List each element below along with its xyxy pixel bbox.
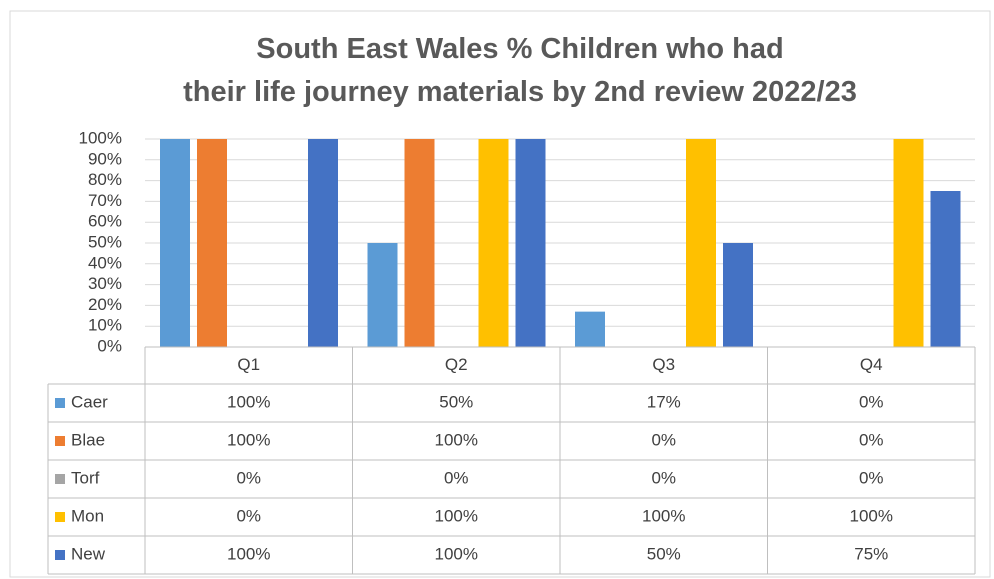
- table-cell: 0%: [859, 392, 884, 411]
- table-cell: 100%: [227, 392, 270, 411]
- table-cell: 0%: [651, 430, 676, 449]
- table-cell: 0%: [236, 468, 261, 487]
- table-cell: 100%: [435, 506, 478, 525]
- y-tick-label: 100%: [79, 128, 122, 147]
- y-tick-label: 0%: [97, 336, 122, 355]
- table-cell: 75%: [854, 544, 888, 563]
- bar: [308, 139, 338, 347]
- table-cell: 100%: [435, 430, 478, 449]
- legend-key: [55, 436, 65, 446]
- bar: [893, 139, 924, 347]
- table-cell: 100%: [642, 506, 685, 525]
- y-tick-label: 70%: [88, 191, 122, 210]
- bar: [478, 139, 509, 347]
- legend-label: Caer: [71, 392, 108, 411]
- y-tick-label: 60%: [88, 212, 122, 231]
- legend-label: Torf: [71, 468, 100, 487]
- bar: [723, 243, 753, 347]
- bar: [515, 139, 546, 347]
- table-cell: 100%: [227, 430, 270, 449]
- bar: [930, 191, 961, 347]
- y-tick-label: 40%: [88, 253, 122, 272]
- y-tick-label: 90%: [88, 149, 122, 168]
- y-tick-label: 50%: [88, 232, 122, 251]
- y-tick-label: 30%: [88, 274, 122, 293]
- x-tick-label: Q3: [652, 355, 675, 374]
- table-cell: 0%: [859, 430, 884, 449]
- table-cell: 100%: [850, 506, 893, 525]
- table-cell: 100%: [227, 544, 270, 563]
- y-tick-label: 10%: [88, 316, 122, 335]
- legend-label: Mon: [71, 506, 104, 525]
- x-tick-label: Q4: [860, 355, 883, 374]
- table-cell: 0%: [444, 468, 469, 487]
- x-tick-label: Q1: [237, 355, 260, 374]
- bar: [686, 139, 716, 347]
- legend-key: [55, 512, 65, 522]
- x-tick-label: Q2: [445, 355, 468, 374]
- legend-key: [55, 398, 65, 408]
- legend-label: New: [71, 544, 106, 563]
- bar: [160, 139, 190, 347]
- table-cell: 0%: [859, 468, 884, 487]
- table-cell: 0%: [651, 468, 676, 487]
- legend-label: Blae: [71, 430, 105, 449]
- table-cell: 0%: [236, 506, 261, 525]
- y-tick-label: 80%: [88, 170, 122, 189]
- table-cell: 50%: [647, 544, 681, 563]
- bar: [575, 311, 605, 347]
- legend-key: [55, 550, 65, 560]
- y-tick-label: 20%: [88, 295, 122, 314]
- table-cell: 17%: [647, 392, 681, 411]
- chart-title: South East Wales % Children who had their…: [183, 33, 857, 108]
- legend-key: [55, 474, 65, 484]
- bar: [404, 139, 435, 347]
- bar: [197, 139, 227, 347]
- bar: [367, 243, 398, 347]
- table-cell: 50%: [439, 392, 473, 411]
- table-cell: 100%: [435, 544, 478, 563]
